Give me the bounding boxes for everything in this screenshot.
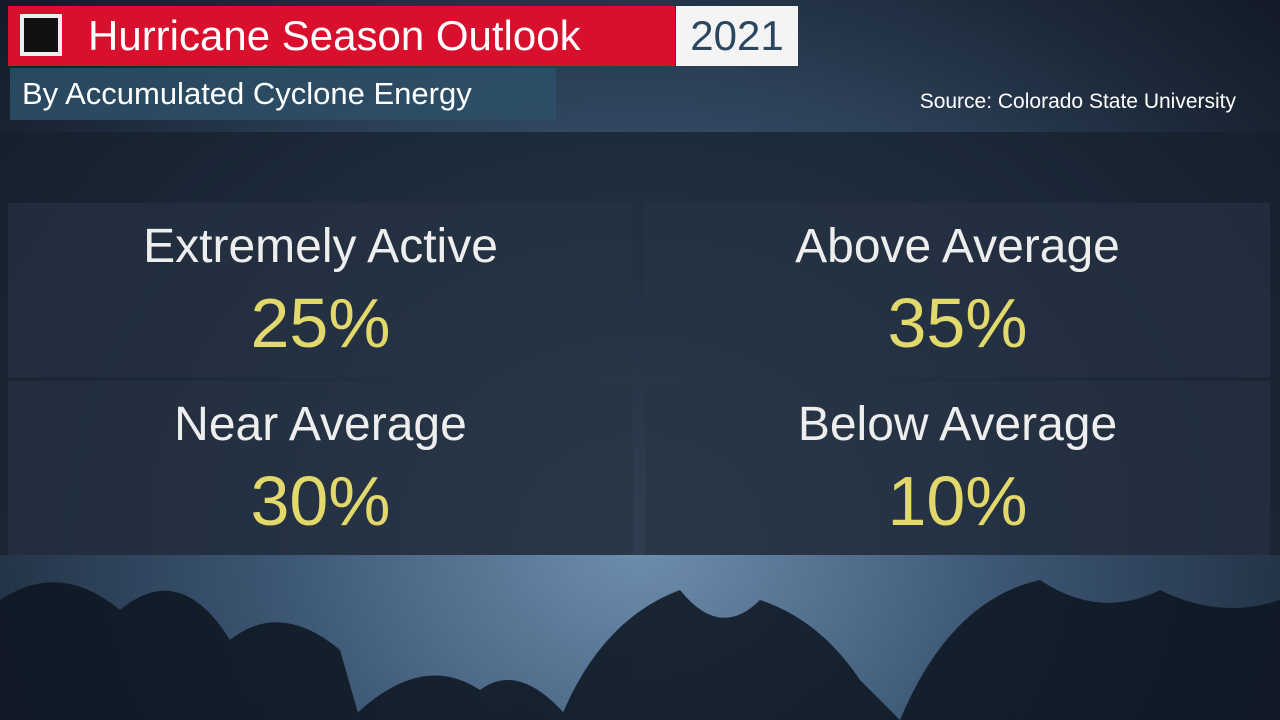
cell-label: Near Average <box>174 398 467 451</box>
year: 2021 <box>676 6 798 66</box>
outlook-cell: Near Average 30% <box>8 381 633 555</box>
cell-value: 25% <box>250 284 391 362</box>
logo-icon <box>20 14 62 56</box>
outlook-cell: Above Average 35% <box>645 203 1270 377</box>
cell-label: Above Average <box>795 220 1120 273</box>
cell-value: 30% <box>250 462 391 540</box>
outlook-cell: Extremely Active 25% <box>8 203 633 377</box>
title-bar: Hurricane Season Outlook <box>8 6 675 66</box>
cell-value: 35% <box>887 284 1028 362</box>
cell-label: Below Average <box>797 398 1118 451</box>
source: Source: Colorado State University <box>919 90 1236 113</box>
cell-label: Extremely Active <box>143 220 498 273</box>
subtitle: By Accumulated Cyclone Energy <box>10 68 556 120</box>
cell-value: 10% <box>887 462 1028 540</box>
title: Hurricane Season Outlook <box>88 12 581 59</box>
outlook-cell: Below Average 10% <box>645 381 1270 555</box>
